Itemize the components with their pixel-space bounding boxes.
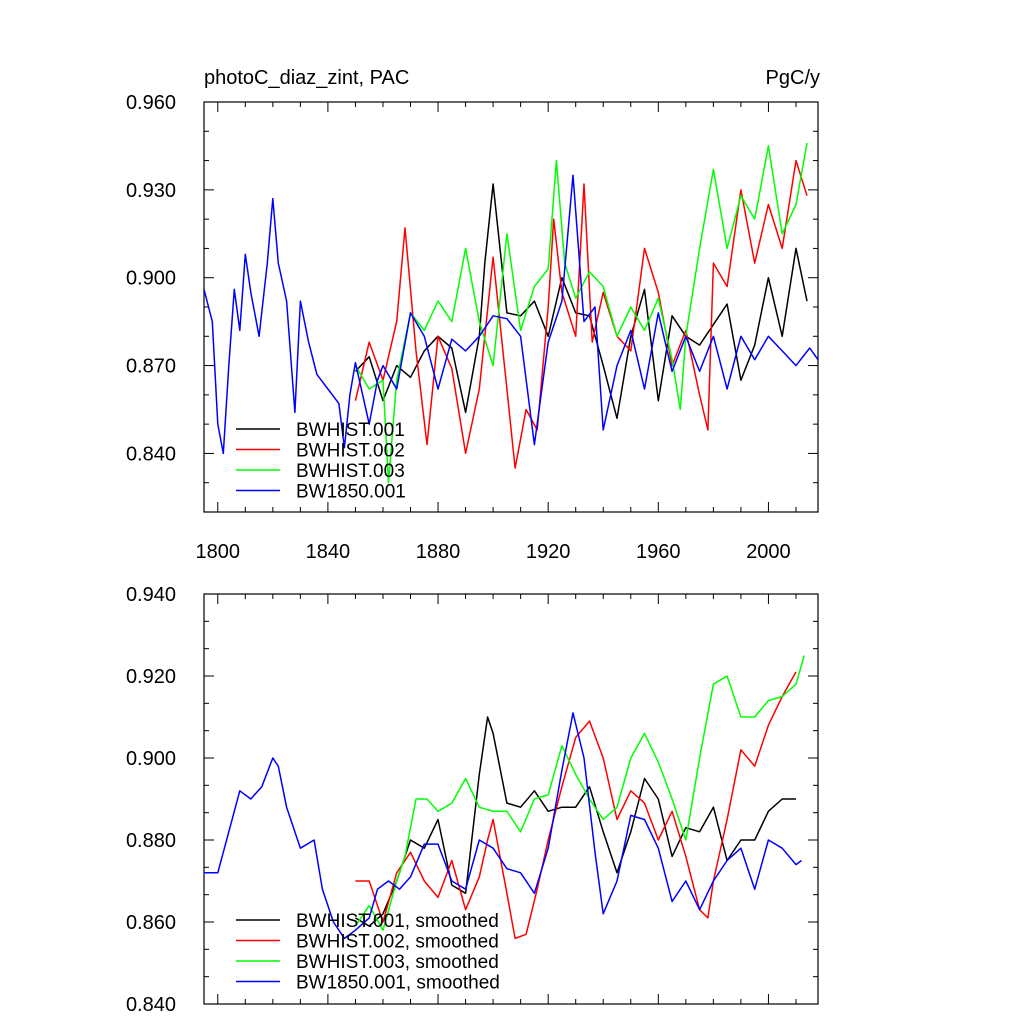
y-tick-label: 0.840 — [126, 443, 176, 465]
y-tick-label: 0.940 — [126, 584, 176, 606]
x-tick-label: 2000 — [746, 541, 791, 563]
x-tick-label: 1880 — [416, 541, 461, 563]
y-tick-label: 0.900 — [126, 748, 176, 770]
x-tick-label: 1800 — [196, 541, 241, 563]
y-tick-label: 0.930 — [126, 180, 176, 202]
series-line — [355, 716, 796, 927]
legend-label: BWHIST.003 — [296, 461, 405, 482]
series-lines — [204, 655, 805, 940]
x-tick-labels: 1800 1840 1880 1920 1960 2000 — [196, 541, 791, 563]
y-tick-label: 0.960 — [126, 92, 176, 114]
legend-label: BW1850.001, smoothed — [296, 973, 500, 994]
y-tick-label: 0.900 — [126, 268, 176, 290]
chart-title: photoC_diaz_zint, PAC — [204, 67, 409, 89]
series-line — [354, 183, 808, 420]
y-tick-labels: 0.840 0.860 0.880 0.900 0.920 0.940 — [126, 584, 176, 1016]
series-line — [354, 142, 808, 484]
series-line — [355, 671, 797, 940]
series-line — [354, 159, 808, 469]
y-tick-label: 0.870 — [126, 356, 176, 378]
series-lines — [204, 142, 818, 484]
bottom-panel: 0.840 0.860 0.880 0.900 0.920 0.940 BWHIST.00… — [126, 584, 819, 1016]
y-tick-label: 0.880 — [126, 830, 176, 852]
y-tick-label: 0.840 — [126, 994, 176, 1016]
x-tick-label: 1920 — [526, 541, 571, 563]
y-tick-label: 0.920 — [126, 666, 176, 688]
plot-frame — [203, 593, 819, 1005]
top-panel: photoC_diaz_zint, PAC PgC/y 0.8400.8700.… — [126, 67, 820, 563]
legend-label: BWHIST.003, smoothed — [296, 952, 499, 973]
legend-label: BWHIST.001, smoothed — [296, 911, 499, 932]
series-line — [354, 655, 805, 931]
series-line — [204, 712, 802, 940]
y-tick-labels: 0.840 0.870 0.900 0.930 0.960 — [126, 92, 176, 465]
units-label: PgC/y — [766, 67, 820, 89]
series-line — [204, 174, 818, 455]
axis-ticks — [204, 593, 818, 1005]
legend-label: BWHIST.002, smoothed — [296, 932, 499, 953]
legend-label: BWHIST.002 — [296, 441, 405, 462]
x-tick-label: 1960 — [636, 541, 681, 563]
legend-label: BWHIST.001 — [296, 420, 405, 441]
x-tick-label: 1840 — [306, 541, 351, 563]
legend-label: BW1850.001 — [296, 482, 406, 503]
y-tick-label: 0.860 — [126, 912, 176, 934]
